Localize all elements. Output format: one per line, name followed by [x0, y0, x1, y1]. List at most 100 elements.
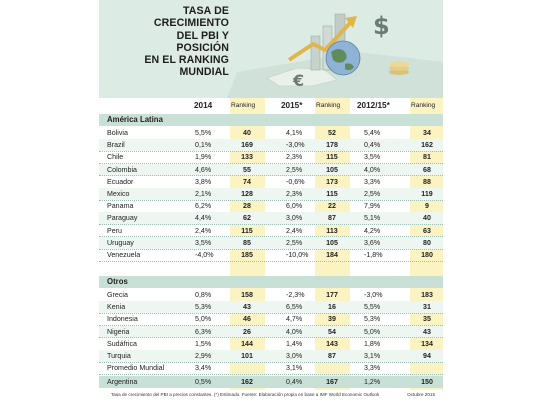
section-label: Otros	[107, 277, 128, 286]
growth-2014: 1,9%	[195, 153, 212, 162]
country-name: Kenia	[107, 303, 126, 312]
growth-2014: -4,0%	[195, 251, 214, 259]
globe-growth-illustration: $ €	[227, 12, 443, 98]
ranking-2014: 185	[241, 251, 253, 259]
row-separator	[99, 337, 443, 339]
growth-2015: -2,3%	[286, 291, 305, 299]
ranking-2012-15	[415, 362, 439, 374]
ranking-2012-15: 63	[423, 226, 431, 235]
infographic-title: TASA DE CRECIMIENTO DEL PBI Y POSICIÓN E…	[109, 5, 229, 79]
country-name: Colombia	[107, 165, 137, 174]
growth-2012-15: 3,3%	[364, 177, 381, 186]
growth-2015: 2,5%	[286, 238, 303, 247]
row-separator	[99, 260, 443, 262]
ranking-2012-15: 80	[423, 238, 431, 247]
table-row: Colombia 4,6% 55 2,5% 105 4,0% 68	[99, 163, 443, 176]
map-continent-shape	[266, 67, 338, 87]
table-row: Brazil 0,1% 169 -3,0% 178 0,4% 162	[99, 139, 443, 152]
growth-2012-15: 1,2%	[364, 378, 381, 386]
ranking-2015: 115	[326, 153, 338, 162]
country-name: Paraguay	[107, 214, 138, 223]
title-line: CRECIMIENTO	[153, 17, 229, 30]
ranking-2015: 178	[326, 141, 338, 150]
ranking-2012-15: 68	[423, 165, 431, 174]
row-separator	[99, 248, 443, 250]
ranking-2014: 144	[241, 339, 253, 348]
table-row: Bolivia 5,5% 40 4,1% 52 5,4% 34	[99, 127, 443, 139]
ranking-2012-15: 88	[423, 177, 431, 186]
table-row: Panama 6,2% 28 6,0% 22 7,9% 9	[99, 200, 443, 212]
map-floor-shape	[227, 52, 443, 98]
country-name: Nigeria	[107, 327, 130, 336]
growth-2014: 0,8%	[195, 291, 212, 299]
ranking-2015	[320, 362, 344, 374]
ranking-2014: 128	[241, 190, 253, 198]
ranking-2015: 105	[326, 238, 338, 247]
country-name: Peru	[107, 226, 122, 235]
growth-2015: 3,0%	[286, 214, 303, 223]
table-row: Grecia 0,8% 158 -2,3% 177 -3,0% 183	[99, 289, 443, 301]
country-name: Mexico	[107, 190, 130, 198]
growth-2015: -3,0%	[286, 141, 305, 150]
growth-2012-15: 2,5%	[364, 190, 381, 198]
growth-arrow-icon	[287, 20, 353, 62]
ranking-2014: 169	[241, 141, 253, 150]
growth-2012-15: 5,1%	[364, 214, 381, 223]
table-row: Mexico 2,1% 128 2,3% 115 2,5% 119	[99, 188, 443, 201]
growth-2015: 0,4%	[286, 378, 303, 386]
growth-2014: 1,5%	[195, 339, 212, 348]
growth-2014: 6,2%	[195, 202, 212, 211]
ranking-2015: 177	[326, 291, 338, 299]
growth-2015: 2,3%	[286, 153, 303, 162]
ranking-2014: 101	[241, 352, 253, 360]
country-name: Grecia	[107, 291, 128, 299]
ranking-2015: 52	[328, 129, 336, 137]
row-separator	[99, 224, 443, 226]
growth-2012-15: 4,0%	[364, 165, 381, 174]
growth-2015: 4,1%	[286, 129, 303, 137]
ranking-2014: 26	[243, 327, 251, 336]
ranking-2015: 105	[326, 165, 338, 174]
table-row: Kenia 5,3% 43 6,5% 16 5,5% 31	[99, 301, 443, 314]
column-header-row: 2014 Ranking 2015* Ranking 2012/15* Rank…	[99, 99, 443, 112]
dollar-sign-icon: $	[373, 12, 390, 40]
ranking-2014: 55	[243, 165, 251, 174]
header-2012-15: 2012/15*	[357, 101, 390, 110]
growth-2014: 4,4%	[195, 214, 212, 223]
table-row: Venezuela -4,0% 185 -10,0% 184 -1,8% 180	[99, 249, 443, 261]
ranking-2015: 87	[328, 214, 336, 223]
ranking-2015: 113	[326, 226, 338, 235]
ranking-2015: 173	[326, 177, 338, 186]
growth-2012-15: 0,4%	[364, 141, 381, 150]
title-line: DEL PBI Y	[176, 29, 229, 42]
growth-2012-15: 3,6%	[364, 238, 381, 247]
growth-2014: 6,3%	[195, 327, 212, 336]
coin-icon	[389, 61, 409, 67]
table-row: Turquia 2,9% 101 3,0% 87 3,1% 94	[99, 350, 443, 363]
ranking-2012-15: 9	[425, 202, 429, 211]
growth-2014: 0,5%	[195, 378, 212, 386]
growth-2012-15: -1,8%	[364, 251, 383, 259]
growth-bar-icon	[310, 35, 321, 71]
growth-2015: -0,6%	[286, 177, 305, 186]
growth-2012-15: 1,8%	[364, 339, 381, 348]
title-line: EN EL RANKING	[144, 54, 229, 67]
table-row: Uruguay 3,5% 85 2,5% 105 3,6% 80	[99, 236, 443, 249]
growth-2014: 4,6%	[195, 165, 212, 174]
country-name: Indonesia	[107, 315, 138, 324]
ranking-2012-15: 119	[421, 190, 433, 198]
growth-2014: 3,8%	[195, 177, 212, 186]
ranking-2014: 74	[243, 177, 251, 186]
ranking-2015: 16	[328, 303, 336, 312]
country-name: Sudáfrica	[107, 339, 137, 348]
arrow-head-icon	[345, 16, 357, 28]
ranking-2012-15: 40	[423, 214, 431, 223]
country-name: Chile	[107, 153, 124, 162]
footnote-text: Tasa de crecimiento del PBI a precios co…	[111, 392, 380, 397]
euro-sign-icon: €	[292, 71, 304, 90]
ranking-2012-15: 150	[421, 378, 433, 386]
header-ranking-2014: Ranking	[231, 102, 256, 109]
ranking-2012-15: 94	[423, 352, 431, 360]
row-separator	[99, 150, 443, 152]
country-name: Promedio Mundial	[107, 364, 165, 373]
